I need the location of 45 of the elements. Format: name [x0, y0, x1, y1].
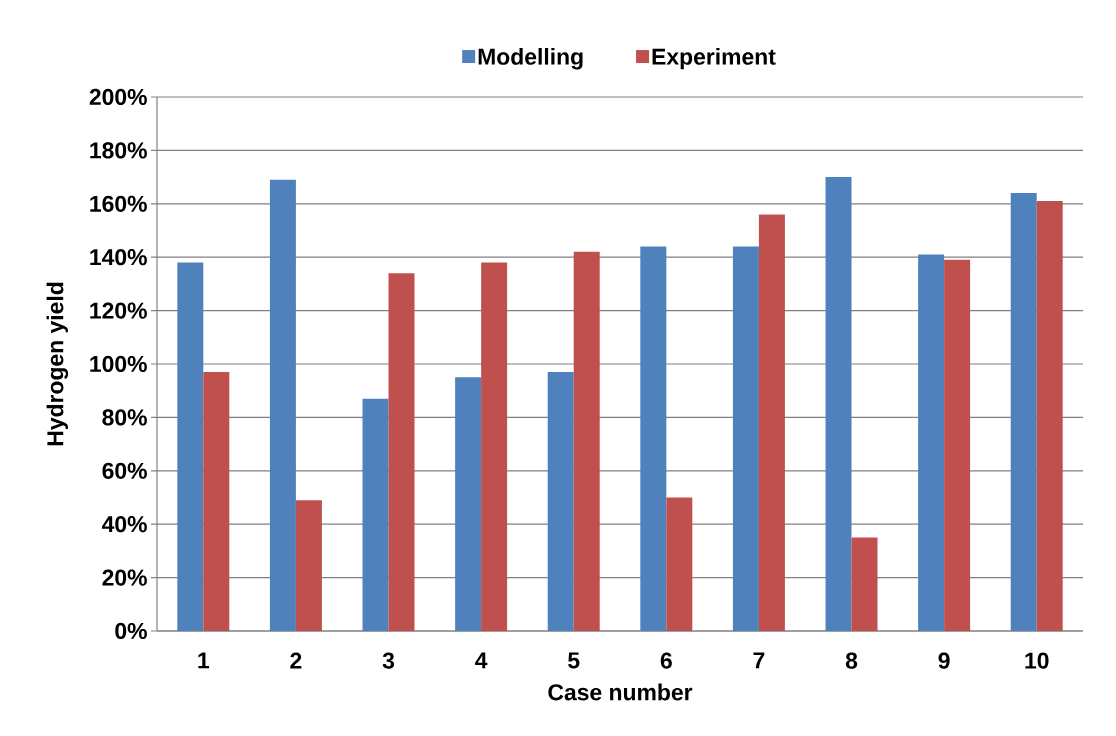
- bar: [269, 179, 296, 631]
- x-axis-title: Case number: [548, 683, 693, 701]
- x-tick-label: 8: [845, 652, 858, 669]
- x-tick-label: 1: [198, 652, 210, 669]
- y-tick-label: 200%: [89, 88, 147, 106]
- y-tick-label: 140%: [90, 249, 147, 266]
- x-tick-label: 10: [1025, 652, 1049, 669]
- y-tick-label: 80%: [102, 409, 147, 426]
- legend-label: Modelling: [478, 48, 583, 70]
- x-tick-label: 6: [660, 652, 672, 669]
- y-tick-label: 160%: [90, 195, 147, 212]
- bar: [573, 251, 600, 631]
- x-tick-label: 9: [938, 652, 950, 669]
- y-tick-label: 20%: [102, 569, 147, 586]
- bar: [758, 214, 785, 631]
- y-tick-label: 40%: [101, 516, 147, 533]
- legend-label: Experiment: [652, 48, 776, 70]
- y-tick-label: 60%: [102, 462, 147, 479]
- x-tick-label: 7: [753, 652, 765, 669]
- bar: [388, 273, 415, 631]
- bar: [732, 246, 759, 631]
- bar: [481, 262, 508, 631]
- y-tick-label: 180%: [90, 142, 147, 159]
- bar: [1010, 193, 1037, 631]
- x-tick-label: 4: [475, 652, 488, 669]
- bar: [1036, 201, 1063, 631]
- x-tick-label: 2: [290, 652, 302, 669]
- bar: [295, 500, 322, 631]
- x-tick-label: 3: [382, 652, 395, 669]
- bar: [918, 254, 945, 631]
- bar: [825, 177, 852, 631]
- y-tick-label: 100%: [90, 355, 147, 373]
- y-axis-title: Hydrogen yield: [46, 282, 69, 446]
- bar: [177, 262, 204, 631]
- y-tick-label: 0%: [115, 622, 147, 640]
- bar: [203, 372, 230, 631]
- bar: [944, 259, 971, 631]
- x-tick-label: 5: [568, 652, 580, 669]
- bar: [851, 537, 878, 631]
- y-tick-label: 120%: [90, 302, 147, 319]
- bar: [547, 372, 574, 631]
- bar: [640, 246, 667, 631]
- bar: [362, 398, 389, 631]
- bar: [455, 377, 482, 631]
- bar: [666, 497, 693, 631]
